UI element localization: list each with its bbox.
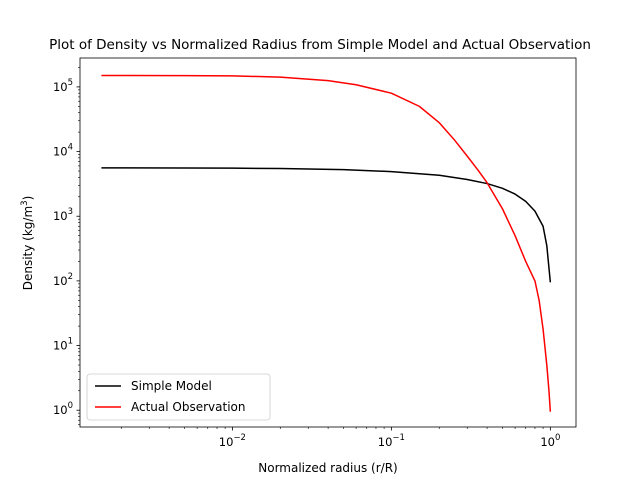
y-tick-label: 103 [53,207,73,223]
y-tick-label: 102 [53,272,73,288]
x-axis-label: Normalized radius (r/R) [258,461,397,475]
series-line-0 [101,167,552,283]
legend-box [86,373,271,421]
y-tick-label: 101 [53,337,73,353]
minor-ticks [78,67,544,429]
plot-frame [79,57,577,428]
plot-area: 10−2 10−1 100 100 101 102 103 104 105 [53,57,577,449]
legend-label-0: Simple Model [131,379,212,393]
y-tick-label: 100 [53,401,73,417]
series-line-1 [101,74,552,412]
chart-title: Plot of Density vs Normalized Radius fro… [49,37,591,53]
x-tick-label: 10−2 [219,433,246,449]
legend: Simple Model Actual Observation [86,373,271,421]
series-lines [101,74,552,412]
x-tick-label: 10−1 [378,433,405,449]
legend-label-1: Actual Observation [131,400,245,414]
y-tick-label: 104 [53,143,73,159]
y-tick-label: 105 [53,78,73,94]
y-axis-label: Density (kg/m3) [20,196,35,291]
x-tick-label: 100 [540,433,560,449]
